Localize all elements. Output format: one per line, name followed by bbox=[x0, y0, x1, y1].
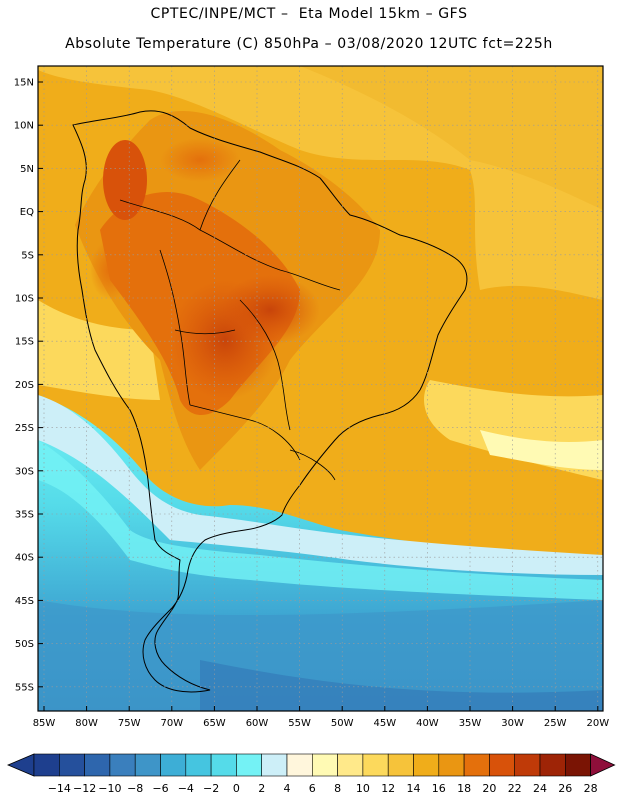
colorbar-swatch bbox=[160, 753, 187, 777]
lat-tick-label: 15S bbox=[15, 337, 34, 348]
lon-tick-label: 55W bbox=[288, 718, 311, 729]
lat-tick-label: EQ bbox=[20, 207, 34, 218]
colorbar-label: −12 bbox=[73, 782, 96, 795]
colorbar-swatch bbox=[463, 753, 490, 777]
colorbar-swatch bbox=[33, 753, 60, 777]
colorbar-swatch bbox=[261, 753, 288, 777]
colorbar-swatch bbox=[286, 753, 313, 777]
temperature-field bbox=[38, 66, 603, 711]
colorbar-left-arrow bbox=[6, 753, 35, 777]
colorbar-label: −10 bbox=[98, 782, 121, 795]
colorbar-label: 4 bbox=[284, 782, 291, 795]
colorbar-swatch bbox=[387, 753, 414, 777]
colorbar-swatch bbox=[109, 753, 136, 777]
lat-tick-label: 55S bbox=[15, 682, 34, 693]
colorbar-swatch bbox=[236, 753, 262, 777]
colorbar-label: 24 bbox=[533, 782, 547, 795]
lat-tick-label: 10N bbox=[14, 121, 34, 132]
colorbar-label: 20 bbox=[482, 782, 496, 795]
colorbar-swatch bbox=[210, 753, 237, 777]
lat-tick-label: 35S bbox=[15, 510, 34, 521]
colorbar-swatch bbox=[539, 753, 566, 777]
lon-tick-label: 75W bbox=[118, 718, 141, 729]
lat-tick-label: 45S bbox=[15, 596, 34, 607]
lon-tick-label: 25W bbox=[544, 718, 567, 729]
colorbar-label: 10 bbox=[356, 782, 370, 795]
colorbar-label: −6 bbox=[152, 782, 168, 795]
colorbar-swatch bbox=[185, 753, 212, 777]
colorbar-swatch bbox=[58, 753, 85, 777]
lat-tick-label: 30S bbox=[15, 466, 34, 477]
lat-tick-label: 25S bbox=[15, 423, 34, 434]
longitude-labels: 85W 80W 75W 70W 65W 60W 55W 50W 45W 40W 35W 30W 25W 2… bbox=[33, 706, 609, 729]
colorbar-swatch bbox=[337, 753, 364, 777]
colorbar-label: 6 bbox=[309, 782, 316, 795]
colorbar-label: −14 bbox=[48, 782, 71, 795]
colorbar-label: 2 bbox=[258, 782, 265, 795]
lat-tick-label: 5N bbox=[20, 164, 34, 175]
coastline bbox=[72, 110, 468, 693]
colorbar-swatch bbox=[362, 753, 389, 777]
colorbar-label: 28 bbox=[584, 782, 598, 795]
lon-tick-label: 40W bbox=[416, 718, 439, 729]
lon-tick-label: 45W bbox=[373, 718, 396, 729]
colorbar-swatch bbox=[84, 753, 111, 777]
map-title-line-1: CPTEC/INPE/MCT – Eta Model 15km – GFS bbox=[150, 6, 468, 22]
colorbar-label: 12 bbox=[381, 782, 395, 795]
colorbar-label: 26 bbox=[558, 782, 572, 795]
colorbar-label: 8 bbox=[334, 782, 341, 795]
colorbar-swatch bbox=[438, 753, 465, 777]
lat-tick-label: 10S bbox=[15, 294, 34, 305]
colorbar-label: −4 bbox=[178, 782, 194, 795]
lon-tick-label: 80W bbox=[75, 718, 98, 729]
colorbar-swatch bbox=[564, 753, 591, 777]
colorbar-swatch bbox=[413, 753, 440, 777]
colorbar-right-arrow bbox=[590, 753, 616, 777]
colorbar-label: 18 bbox=[457, 782, 471, 795]
colorbar-label: 0 bbox=[233, 782, 240, 795]
colorbar-label: −2 bbox=[203, 782, 219, 795]
lon-tick-label: 85W bbox=[33, 718, 56, 729]
lat-tick-label: 15N bbox=[14, 78, 34, 89]
colorbar-label: 22 bbox=[508, 782, 522, 795]
temperature-colorbar: −14 −12 −10 −8 −6 −4 −2 0 2 4 6 8 10 12 14 16 18 20 22 24 26… bbox=[6, 753, 616, 795]
lat-tick-label: 20S bbox=[15, 380, 34, 391]
map-title-line-2: Absolute Temperature (C) 850hPa – 03/08/… bbox=[65, 36, 553, 52]
lon-tick-label: 70W bbox=[160, 718, 183, 729]
lon-tick-label: 65W bbox=[203, 718, 226, 729]
lon-tick-label: 20W bbox=[586, 718, 609, 729]
colorbar-swatch bbox=[134, 753, 161, 777]
lat-tick-label: 40S bbox=[15, 553, 34, 564]
lat-tick-label: 50S bbox=[15, 639, 34, 650]
lon-tick-label: 50W bbox=[331, 718, 354, 729]
colorbar-label: 14 bbox=[407, 782, 421, 795]
country-borders bbox=[119, 159, 341, 481]
map-frame bbox=[37, 65, 604, 712]
colorbar-label: −8 bbox=[127, 782, 143, 795]
lat-tick-label: 5S bbox=[21, 250, 34, 261]
lon-tick-label: 35W bbox=[459, 718, 482, 729]
colorbar-swatch bbox=[514, 753, 541, 777]
colorbar-swatch bbox=[489, 753, 515, 777]
colorbar-label: 16 bbox=[432, 782, 446, 795]
lon-tick-label: 30W bbox=[501, 718, 524, 729]
lon-tick-label: 60W bbox=[246, 718, 269, 729]
latitude-labels: 15N 10N 5N EQ 5S 10S 15S 20S 25S 30S 35S 40S 45S 50S 5… bbox=[14, 78, 43, 693]
colorbar-swatch bbox=[311, 753, 338, 777]
